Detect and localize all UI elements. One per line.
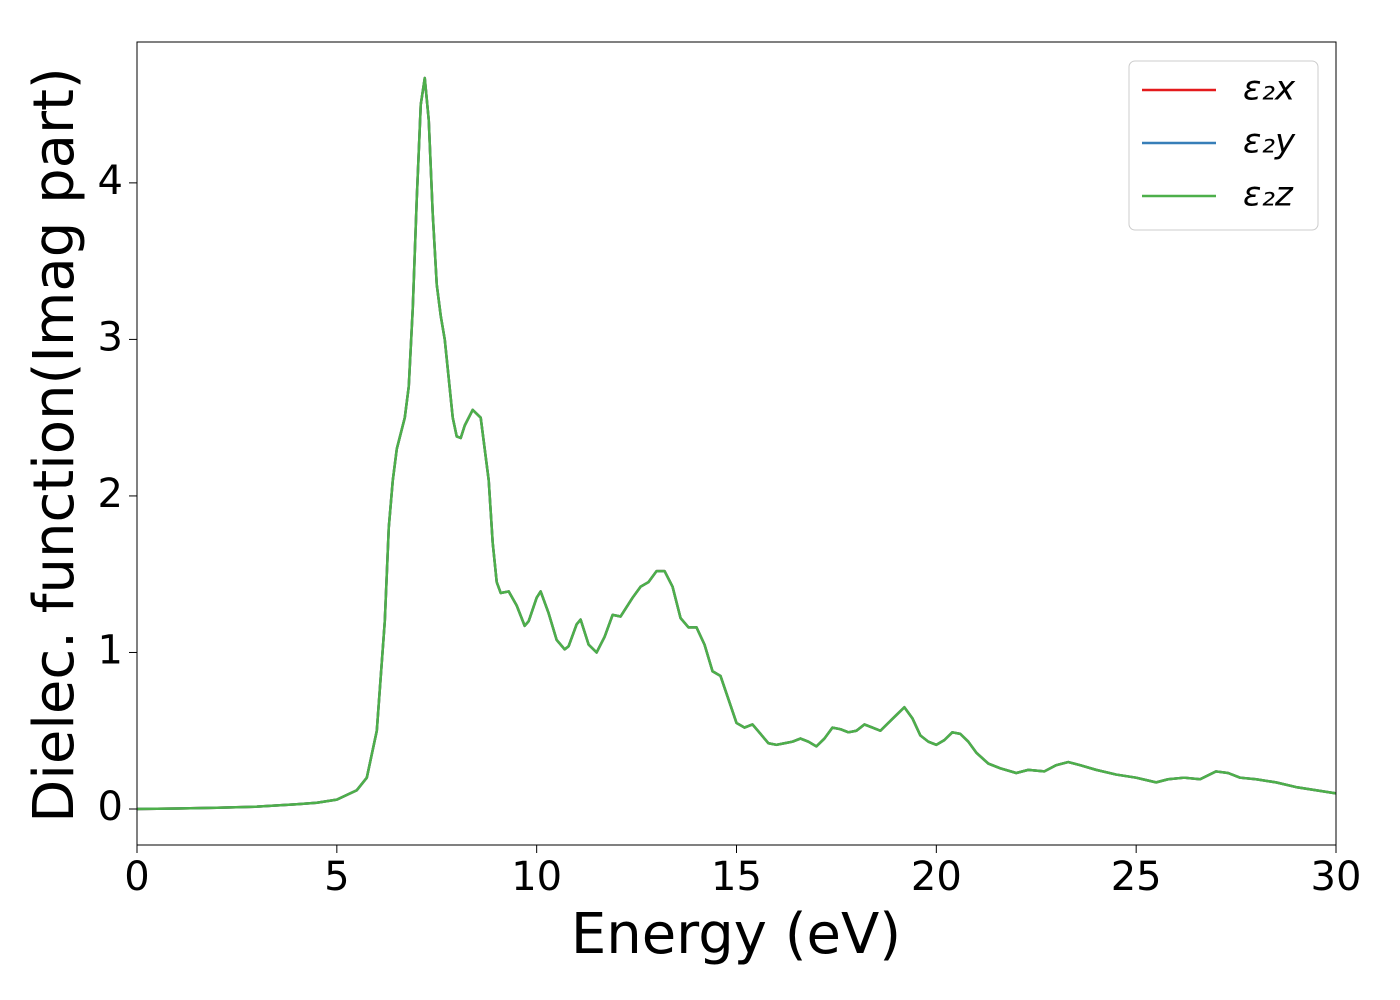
legend-box (1128, 60, 1319, 231)
x-tick-label: 5 (324, 854, 349, 900)
y-tick-label: 1 (98, 627, 123, 673)
x-tick-label: 10 (511, 854, 562, 900)
x-axis-label: Energy (eV) (571, 902, 901, 967)
legend-label: ε₂y (1243, 122, 1296, 162)
y-tick-label: 3 (98, 314, 123, 360)
x-tick-label: 15 (711, 854, 762, 900)
plot-frame (136, 41, 1337, 846)
y-tick-label: 2 (98, 471, 123, 517)
legend-label: ε₂x (1243, 69, 1296, 109)
x-tick-label: 30 (1311, 854, 1362, 900)
x-tick-label: 20 (911, 854, 962, 900)
y-axis-label: Dielec. function(Imag part) (22, 67, 87, 823)
x-tick-label: 0 (124, 854, 149, 900)
series-line (136, 76, 1337, 811)
legend: ε₂x ε₂y ε₂z (1128, 60, 1319, 231)
y-tick-label: 0 (98, 784, 123, 830)
x-tick-label: 25 (1111, 854, 1162, 900)
y-tick-label: 4 (98, 158, 123, 204)
legend-label: ε₂z (1243, 175, 1294, 215)
